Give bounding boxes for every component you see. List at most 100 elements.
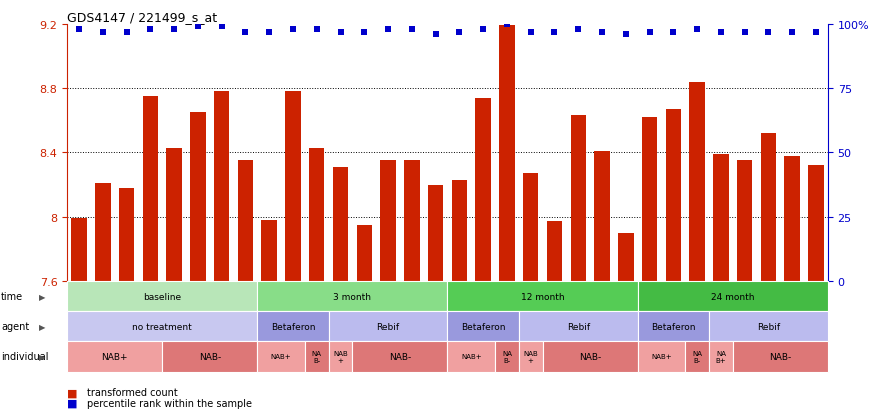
Bar [569,116,586,281]
Point [119,29,133,36]
Bar [688,83,704,281]
Bar [665,110,680,281]
Bar [736,161,752,281]
Text: NAB-: NAB- [388,352,410,361]
Point [595,29,609,36]
Text: no treatment: no treatment [132,322,192,331]
Text: NA
B-: NA B- [502,350,511,363]
Text: 12 month: 12 month [520,292,564,301]
Text: NAB+: NAB+ [271,354,291,360]
Bar [594,152,609,281]
Text: NAB+: NAB+ [101,352,128,361]
Text: ■: ■ [67,398,78,408]
Text: individual: individual [1,351,48,362]
Point [238,29,252,36]
Text: ▶: ▶ [38,292,45,301]
Bar [166,148,181,281]
Bar [142,97,158,281]
Point [689,26,704,33]
Point [72,26,86,33]
Text: NAB+: NAB+ [460,354,481,360]
Point [309,26,324,33]
Bar [475,99,490,281]
Text: time: time [1,291,23,301]
Point [547,29,561,36]
Point [333,29,347,36]
Point [499,21,513,28]
Text: NAB
+: NAB + [523,350,537,363]
Point [404,26,418,33]
Text: Rebif: Rebif [566,322,589,331]
Bar [427,185,443,281]
Text: percentile rank within the sample: percentile rank within the sample [87,398,251,408]
Bar [356,225,372,281]
Text: GDS4147 / 221499_s_at: GDS4147 / 221499_s_at [67,11,217,24]
Point [451,29,466,36]
Point [665,29,679,36]
Text: ■: ■ [67,387,78,397]
Text: Betaferon: Betaferon [460,322,505,331]
Text: 3 month: 3 month [333,292,371,301]
Point [618,32,632,38]
Bar [618,233,633,281]
Bar [190,113,206,281]
Text: baseline: baseline [143,292,181,301]
Text: transformed count: transformed count [87,387,177,397]
Text: Rebif: Rebif [756,322,780,331]
Point [167,26,181,33]
Bar [784,156,799,281]
Point [523,29,537,36]
Text: Rebif: Rebif [376,322,400,331]
Bar [238,161,253,281]
Bar [72,219,87,281]
Point [570,26,585,33]
Point [190,24,205,31]
Point [784,29,798,36]
Bar [261,221,276,281]
Bar [499,26,514,281]
Point [808,29,822,36]
Point [761,29,775,36]
Text: NA
B-: NA B- [311,350,321,363]
Point [357,29,371,36]
Text: 24 month: 24 month [710,292,754,301]
Text: NAB-: NAB- [768,352,790,361]
Text: NAB+: NAB+ [651,354,671,360]
Point [476,26,490,33]
Bar [214,92,229,281]
Text: NAB
+: NAB + [333,350,348,363]
Bar [546,222,561,281]
Bar [380,161,395,281]
Text: agent: agent [1,321,30,332]
Text: Betaferon: Betaferon [650,322,695,331]
Bar [807,166,822,281]
Point [285,26,299,33]
Bar [404,161,419,281]
Bar [333,167,348,281]
Point [96,29,110,36]
Bar [713,154,728,281]
Bar [119,188,134,281]
Text: ▶: ▶ [38,322,45,331]
Point [262,29,276,36]
Point [215,24,229,31]
Text: NAB-: NAB- [578,352,601,361]
Point [428,32,443,38]
Point [713,29,727,36]
Bar [641,118,656,281]
Point [143,26,157,33]
Bar [285,92,300,281]
Point [642,29,656,36]
Bar [95,183,110,281]
Text: NA
B+: NA B+ [715,350,725,363]
Bar [308,148,325,281]
Bar [522,174,538,281]
Point [737,29,751,36]
Bar [760,134,775,281]
Text: NAB-: NAB- [198,352,221,361]
Bar [451,180,467,281]
Point [381,26,395,33]
Text: ▶: ▶ [38,352,45,361]
Text: Betaferon: Betaferon [270,322,315,331]
Text: NA
B-: NA B- [691,350,701,363]
